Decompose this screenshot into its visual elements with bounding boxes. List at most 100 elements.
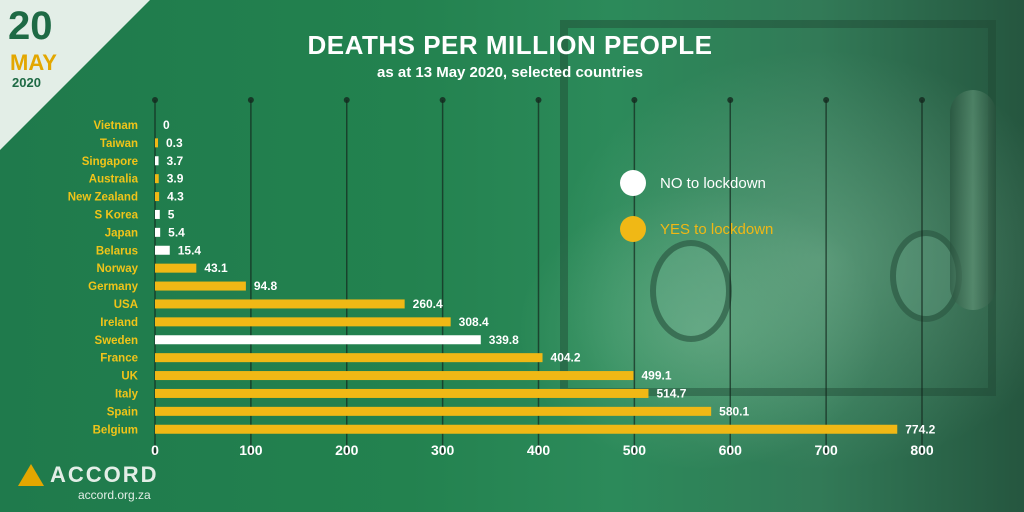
gridline-cap-top bbox=[823, 97, 830, 103]
category-label: Vietnam bbox=[93, 120, 138, 132]
gridline-cap-top bbox=[919, 97, 925, 103]
value-label: 499.1 bbox=[642, 369, 672, 383]
gridline-cap-bottom bbox=[247, 449, 254, 456]
bar-italy bbox=[155, 388, 649, 398]
category-label: Italy bbox=[115, 388, 139, 400]
date-badge-year: 2020 bbox=[12, 75, 41, 90]
bar-belarus bbox=[155, 245, 170, 255]
bar-sweden bbox=[155, 335, 481, 345]
value-label: 260.4 bbox=[413, 297, 443, 311]
value-label: 4.3 bbox=[167, 190, 184, 204]
gridline-cap-bottom bbox=[919, 449, 925, 456]
bars bbox=[155, 138, 898, 434]
category-label: Belgium bbox=[93, 424, 138, 436]
date-badge bbox=[0, 0, 150, 150]
bar-ireland bbox=[155, 317, 451, 327]
gridline-cap-top bbox=[535, 97, 542, 103]
category-label: Australia bbox=[89, 174, 139, 186]
x-tick-label: 600 bbox=[719, 442, 743, 458]
bar-norway bbox=[155, 263, 197, 273]
x-tick-label: 700 bbox=[814, 442, 838, 458]
bar-france bbox=[155, 353, 543, 363]
gridline-cap-bottom bbox=[152, 449, 158, 456]
bar-taiwan bbox=[155, 138, 158, 148]
category-labels: Vietnam Taiwan Singapore Australia New Zeala… bbox=[68, 120, 139, 436]
date-badge-day: 20 bbox=[8, 4, 53, 48]
bar-spain bbox=[155, 406, 712, 416]
category-label: New Zealand bbox=[68, 192, 138, 204]
legend-label-no-lockdown: NO to lockdown bbox=[660, 174, 766, 192]
chart-subtitle: as at 13 May 2020, selected countries bbox=[377, 64, 643, 81]
gridline-cap-bottom bbox=[343, 449, 350, 456]
category-label: S Korea bbox=[95, 209, 139, 221]
gridline-cap-bottom bbox=[535, 449, 542, 456]
gridline-cap-bottom bbox=[823, 449, 830, 456]
accord-url: accord.org.za bbox=[78, 488, 151, 502]
value-label: 0 bbox=[163, 118, 170, 132]
gridline-cap-top bbox=[247, 97, 254, 103]
value-label: 94.8 bbox=[254, 279, 278, 293]
bar-s-korea bbox=[155, 209, 160, 219]
x-tick-label: 300 bbox=[431, 442, 455, 458]
bar-germany bbox=[155, 281, 246, 291]
value-label: 514.7 bbox=[656, 386, 686, 400]
x-tick-label: 800 bbox=[910, 442, 934, 458]
x-tick-label: 400 bbox=[527, 442, 551, 458]
category-label: Japan bbox=[105, 227, 138, 239]
value-label: 580.1 bbox=[719, 404, 749, 418]
legend-item-no-lockdown: NO to lockdown bbox=[620, 170, 766, 196]
category-label: USA bbox=[114, 299, 138, 311]
gridline-cap-top bbox=[343, 97, 350, 103]
x-tick-label: 0 bbox=[151, 442, 159, 458]
category-label: Singapore bbox=[82, 156, 138, 168]
gridline-cap-top bbox=[727, 97, 734, 103]
category-label: Ireland bbox=[100, 317, 138, 329]
accord-logo: ACCORD bbox=[18, 462, 159, 488]
value-label: 43.1 bbox=[204, 261, 228, 275]
value-label: 3.7 bbox=[167, 154, 184, 168]
x-tick-label: 200 bbox=[335, 442, 359, 458]
category-label: Taiwan bbox=[100, 138, 138, 150]
gridline-cap-top bbox=[152, 97, 158, 103]
value-label: 5.4 bbox=[168, 225, 185, 239]
gridline-cap-bottom bbox=[727, 449, 734, 456]
gridline-cap-bottom bbox=[631, 449, 638, 456]
bar-usa bbox=[155, 299, 405, 309]
x-axis-ticks: 0 100 200 300 400 500 600 700 800 bbox=[151, 442, 934, 458]
legend-label-yes-lockdown: YES to lockdown bbox=[660, 220, 774, 238]
value-label: 15.4 bbox=[178, 243, 202, 257]
date-badge-month: MAY bbox=[10, 50, 57, 75]
value-label: 3.9 bbox=[167, 172, 184, 186]
value-label: 404.2 bbox=[551, 351, 581, 365]
chart-title: DEATHS PER MILLION PEOPLE bbox=[307, 30, 713, 60]
bar-new-zealand bbox=[155, 192, 160, 202]
category-label: France bbox=[100, 353, 138, 365]
x-tick-label: 100 bbox=[239, 442, 263, 458]
category-label: UK bbox=[121, 371, 138, 383]
gridline-cap-top bbox=[439, 97, 446, 103]
bar-singapore bbox=[155, 156, 159, 166]
category-label: Belarus bbox=[96, 245, 138, 257]
accord-logo-name: ACCORD bbox=[50, 462, 159, 487]
accord-logo-icon bbox=[18, 464, 44, 486]
value-label: 339.8 bbox=[489, 333, 519, 347]
category-label: Sweden bbox=[95, 335, 138, 347]
x-tick-label: 500 bbox=[623, 442, 647, 458]
legend-dot-no-lockdown-icon bbox=[620, 170, 646, 196]
bar-australia bbox=[155, 174, 159, 184]
bar-belgium bbox=[155, 424, 898, 434]
category-label: Spain bbox=[107, 406, 138, 418]
value-labels: 0 0.3 3.7 3.9 4.3 5 5.4 15.443.1 94.8 260.4 308.43… bbox=[163, 118, 936, 436]
value-label: 5 bbox=[168, 207, 175, 221]
gridlines bbox=[152, 97, 925, 456]
value-label: 774.2 bbox=[905, 422, 935, 436]
legend-item-yes-lockdown: YES to lockdown bbox=[620, 216, 773, 242]
category-label: Norway bbox=[96, 263, 138, 275]
value-label: 0.3 bbox=[166, 136, 183, 150]
bar-uk bbox=[155, 371, 634, 381]
gridline-cap-top bbox=[631, 97, 638, 103]
value-label: 308.4 bbox=[459, 315, 489, 329]
legend-dot-yes-lockdown-icon bbox=[620, 216, 646, 242]
